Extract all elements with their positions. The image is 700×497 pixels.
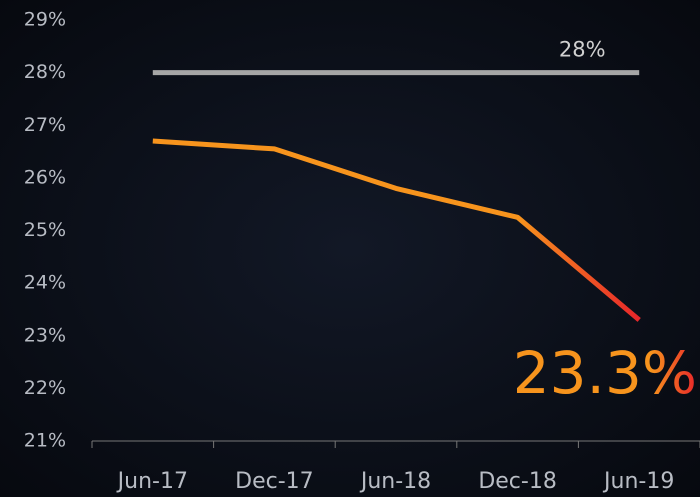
y-tick-label: 25% [24, 219, 66, 241]
y-tick-label: 24% [24, 272, 66, 294]
y-tick-label: 23% [24, 324, 66, 346]
x-tick-label: Jun-17 [116, 469, 188, 494]
x-tick-label: Dec-17 [235, 469, 314, 494]
y-tick-label: 22% [24, 377, 66, 399]
y-tick-label: 27% [24, 114, 66, 136]
y-tick-label: 29% [24, 9, 66, 31]
series-line [152, 138, 641, 322]
data-label: 28% [559, 38, 606, 62]
y-tick-label: 28% [24, 61, 66, 83]
x-tick-label: Jun-18 [359, 469, 431, 494]
y-tick-label: 26% [24, 166, 66, 188]
data-label: 23.3% [513, 339, 697, 407]
x-tick-label: Jun-19 [602, 469, 674, 494]
x-tick-label: Dec-18 [478, 469, 557, 494]
y-tick-label: 21% [24, 430, 66, 452]
